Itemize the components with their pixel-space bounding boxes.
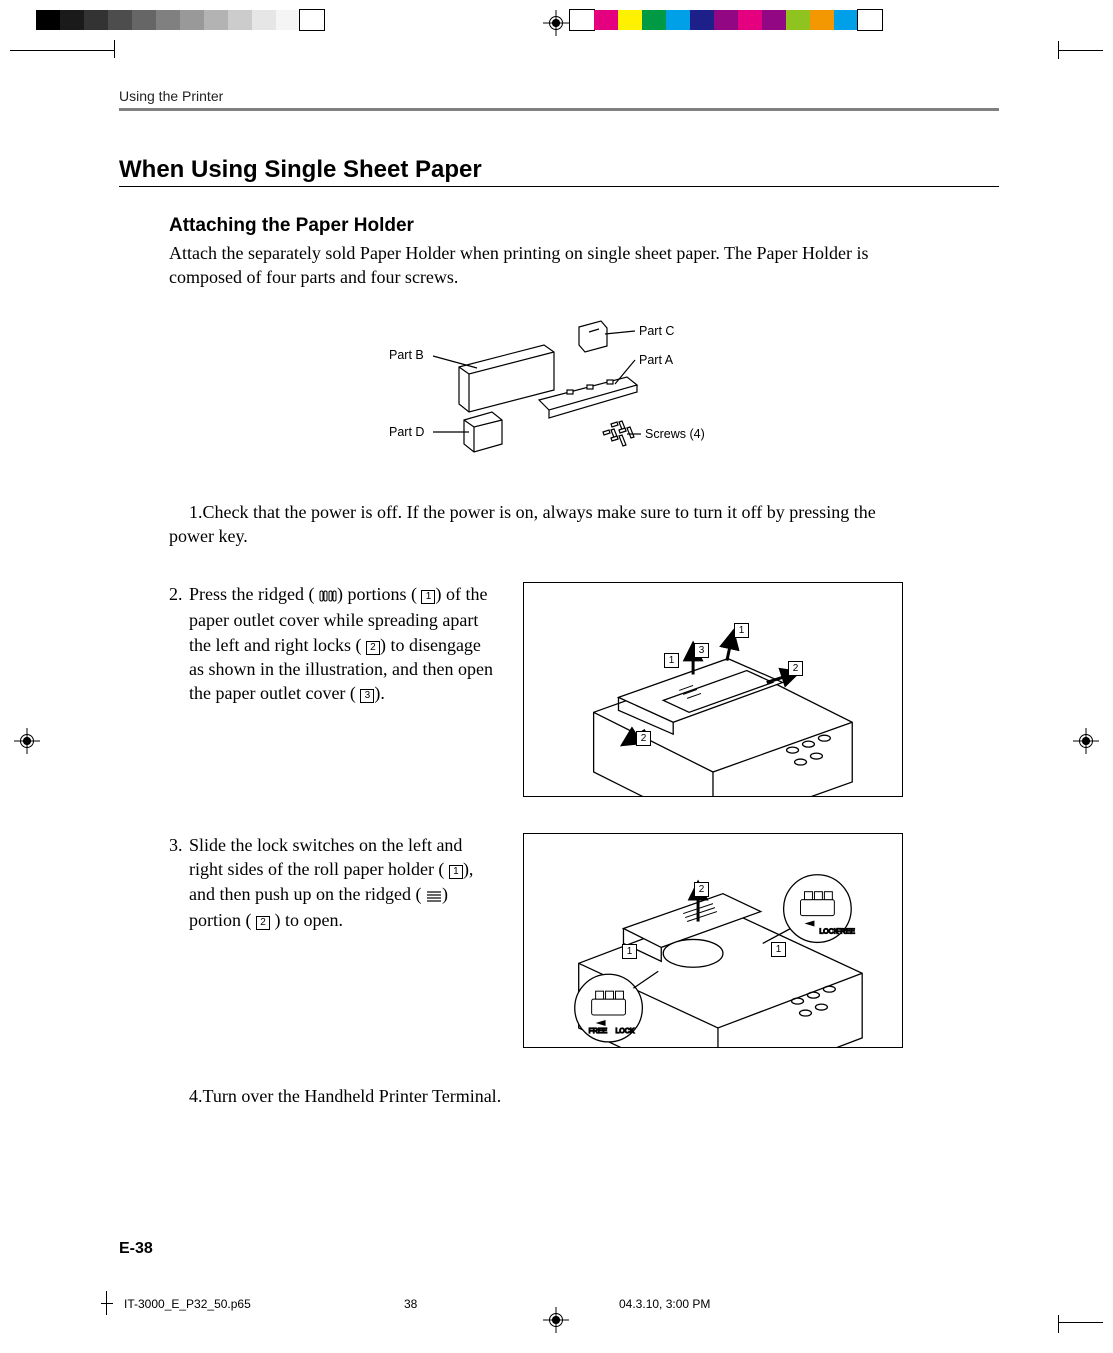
step-1-text: Check that the power is off. If the powe… xyxy=(169,502,876,546)
fig2-callout-1b: 1 xyxy=(664,653,679,668)
step-4: 4.Turn over the Handheld Printer Termina… xyxy=(169,1084,909,1108)
step-4-num: 4. xyxy=(189,1086,203,1106)
fig2-callout-1: 1 xyxy=(734,623,749,638)
box-1: 1 xyxy=(421,590,435,604)
label-part-a: Part A xyxy=(639,353,673,367)
fig3-callout-1-right: 1 xyxy=(771,942,786,957)
slug-tick xyxy=(106,1291,116,1315)
label-screws: Screws (4) xyxy=(645,427,705,441)
step-2-text: 2.Press the ridged ( ) portions ( 1) of … xyxy=(169,582,499,797)
subsection-title: Attaching the Paper Holder xyxy=(169,215,999,237)
box-3: 3 xyxy=(360,689,374,703)
step-4-text: Turn over the Handheld Printer Terminal. xyxy=(203,1086,502,1106)
label-part-d: Part D xyxy=(389,425,424,439)
cropmark-bottom-right xyxy=(1058,1301,1103,1323)
fig2-callout-2b: 2 xyxy=(636,731,651,746)
step-2-row: 2.Press the ridged ( ) portions ( 1) of … xyxy=(169,582,999,797)
step-1-num: 1. xyxy=(189,502,203,522)
label-part-c: Part C xyxy=(639,324,674,338)
registration-mark-top xyxy=(543,10,569,36)
cropmark-top-right xyxy=(1058,50,1103,72)
page-number: E-38 xyxy=(119,1240,153,1258)
fig2-callout-2: 2 xyxy=(788,661,803,676)
slug-stamp: 04.3.10, 3:00 PM xyxy=(619,1297,1053,1311)
step-3-text: 3.Slide the lock switches on the left an… xyxy=(169,833,499,1048)
color-swatches xyxy=(570,10,882,30)
running-head: Using the Printer xyxy=(119,88,999,111)
box-1: 1 xyxy=(449,865,463,879)
svg-text:LOCK: LOCK xyxy=(616,1028,635,1035)
registration-mark-right xyxy=(1073,728,1099,754)
greyscale-swatches xyxy=(36,10,324,30)
page-frame: Using the Printer When Using Single Shee… xyxy=(119,88,999,1278)
slug-page: 38 xyxy=(404,1297,619,1311)
step-3-row: 3.Slide the lock switches on the left an… xyxy=(169,833,999,1048)
ridge-icon xyxy=(319,584,337,608)
fig3-callout-2: 2 xyxy=(694,882,709,897)
step-3-svg: FREE LOCK LOCK FREE xyxy=(524,834,902,1048)
step-1: 1.Check that the power is off. If the po… xyxy=(169,500,909,549)
cropmark-top-left xyxy=(10,50,115,72)
box-2: 2 xyxy=(366,641,380,655)
box-2: 2 xyxy=(256,916,270,930)
fig3-callout-1-left: 1 xyxy=(622,944,637,959)
step-3-num: 3. xyxy=(169,833,189,857)
ridge-icon-horizontal xyxy=(426,884,442,908)
registration-mark-left xyxy=(14,728,40,754)
fig2-callout-3: 3 xyxy=(694,643,709,658)
step-3-figure: FREE LOCK LOCK FREE xyxy=(523,833,903,1048)
step-2-num: 2. xyxy=(169,582,189,606)
step-2-figure: 1 1 3 2 2 xyxy=(523,582,903,797)
svg-text:FREE: FREE xyxy=(589,1028,608,1035)
footer-slug: IT-3000_E_P32_50.p65 38 04.3.10, 3:00 PM xyxy=(124,1297,1053,1311)
parts-diagram: Part B Part D Part C Part A Screws (4) xyxy=(389,312,729,462)
label-part-b: Part B xyxy=(389,348,424,362)
subsection-intro: Attach the separately sold Paper Holder … xyxy=(169,241,909,290)
slug-file: IT-3000_E_P32_50.p65 xyxy=(124,1297,404,1311)
step-2-svg xyxy=(524,583,902,797)
svg-text:FREE: FREE xyxy=(836,929,855,936)
section-title: When Using Single Sheet Paper xyxy=(119,156,999,187)
